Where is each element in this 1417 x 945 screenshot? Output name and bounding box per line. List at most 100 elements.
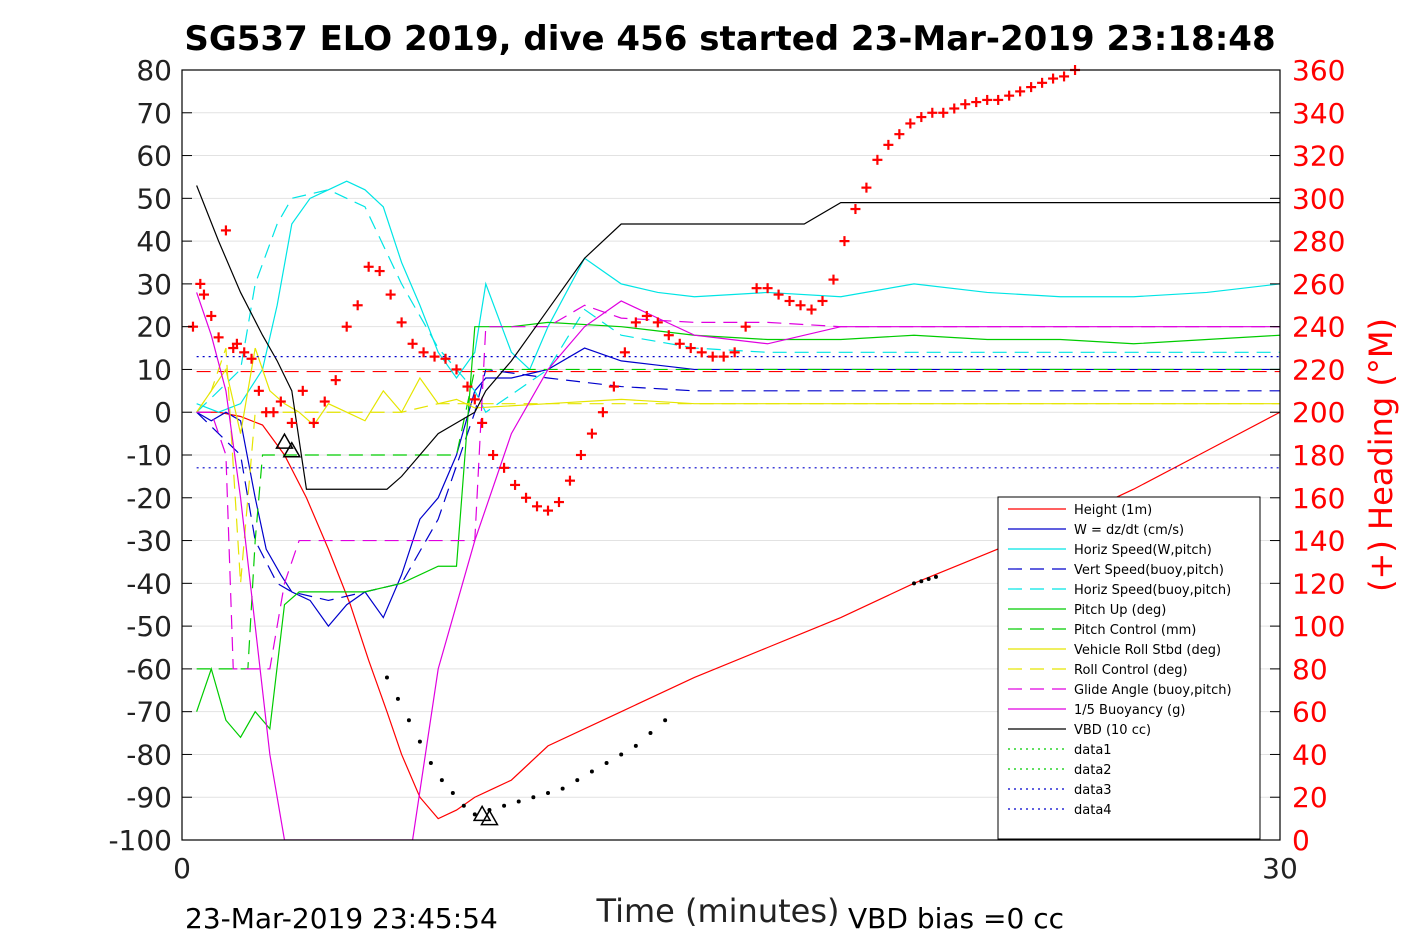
sample-dot xyxy=(531,795,536,800)
footer-timestamp: 23-Mar-2019 23:45:54 xyxy=(185,902,498,935)
heading-point xyxy=(619,347,630,358)
legend-entry: Height (1m) xyxy=(1074,503,1152,518)
heading-point xyxy=(532,501,543,512)
x-tick-label: 30 xyxy=(1262,852,1298,885)
heading-point xyxy=(440,353,451,364)
legend-entry: 1/5 Buoyancy (g) xyxy=(1074,703,1185,718)
legend-entry: Glide Angle (buoy,pitch) xyxy=(1074,683,1232,698)
sample-dot xyxy=(546,790,550,795)
y-right-tick-label: 20 xyxy=(1292,781,1328,814)
heading-point xyxy=(828,274,839,285)
y-right-tick-label: 220 xyxy=(1292,353,1345,386)
right-y-axis-label: (+) Heading (°M) xyxy=(1362,318,1400,592)
y-right-tick-label: 120 xyxy=(1292,567,1345,600)
sample-dot xyxy=(406,718,411,723)
heading-point xyxy=(319,396,330,407)
sample-dot xyxy=(417,739,422,744)
y-tick-label: 0 xyxy=(154,396,172,429)
heading-point xyxy=(696,347,707,358)
heading-point xyxy=(220,225,231,236)
sample-dot xyxy=(619,752,624,757)
legend: Height (1m) W = dz/dt (cm/s) Horiz Speed(W… xyxy=(997,496,1261,840)
y-right-tick-label: 320 xyxy=(1292,140,1345,173)
heading-point xyxy=(488,450,499,460)
right-y-ticks: 3603403203002802602402202001801601401201… xyxy=(1270,54,1345,857)
sample-dot xyxy=(633,743,638,748)
sample-dot xyxy=(502,803,507,808)
heading-point xyxy=(451,364,462,375)
y-tick-label: -50 xyxy=(126,610,172,643)
heading-point xyxy=(341,321,352,332)
heading-point xyxy=(477,417,488,428)
heading-point xyxy=(396,317,407,328)
sample-dot xyxy=(589,769,594,774)
heading-point xyxy=(982,94,993,105)
y-right-tick-label: 60 xyxy=(1292,696,1328,729)
y-tick-label: 20 xyxy=(136,311,172,344)
y-tick-label: -20 xyxy=(126,482,172,515)
legend-entry: data1 xyxy=(1074,743,1112,758)
sample-dot xyxy=(560,786,565,791)
sample-dot xyxy=(604,761,609,765)
x-ticks: 0 30 xyxy=(173,830,1298,885)
heading-point xyxy=(740,321,751,332)
legend-entry: Vehicle Roll Stbd (deg) xyxy=(1074,643,1221,658)
heading-point xyxy=(1037,77,1048,88)
heading-point xyxy=(308,417,319,428)
sample-dot xyxy=(450,790,455,795)
heading-point xyxy=(239,347,250,358)
sample-dot xyxy=(648,731,653,736)
heading-point xyxy=(462,381,473,392)
y-tick-label: 30 xyxy=(136,268,172,301)
heading-point xyxy=(407,338,418,349)
heading-point xyxy=(1015,86,1026,97)
heading-point xyxy=(905,118,916,129)
sample-dot xyxy=(516,799,521,804)
y-right-tick-label: 240 xyxy=(1292,311,1345,344)
heading-point xyxy=(374,266,385,277)
heading-point xyxy=(817,296,828,306)
heading-point xyxy=(352,300,363,311)
y-tick-label: 50 xyxy=(136,182,172,215)
y-right-tick-label: 180 xyxy=(1292,439,1345,472)
heading-point xyxy=(553,497,564,508)
sample-dot xyxy=(933,574,938,579)
y-tick-label: 70 xyxy=(136,97,172,130)
heading-point xyxy=(663,330,674,341)
heading-point xyxy=(1048,73,1059,84)
series-line-2 xyxy=(196,180,1280,413)
y-right-tick-label: 140 xyxy=(1292,525,1345,558)
y-right-tick-label: 280 xyxy=(1292,225,1345,258)
heading-point xyxy=(330,375,341,386)
heading-point xyxy=(729,347,740,358)
sample-dot xyxy=(461,803,466,808)
heading-point xyxy=(429,351,440,362)
heading-point xyxy=(418,347,429,358)
y-tick-label: 80 xyxy=(136,54,172,87)
legend-entry: VBD (10 cc) xyxy=(1074,723,1151,738)
legend-entry: Vert Speed(buoy,pitch) xyxy=(1074,563,1224,578)
heading-point xyxy=(894,129,905,140)
heading-point xyxy=(510,479,521,490)
series-layer xyxy=(196,180,1280,840)
heading-point xyxy=(872,154,883,165)
heading-point xyxy=(916,112,927,123)
series-line-11 xyxy=(196,185,1280,490)
heading-point xyxy=(586,428,597,439)
heading-point xyxy=(543,505,553,516)
y-tick-label: -60 xyxy=(126,653,172,686)
series-line-4 xyxy=(196,189,1280,414)
heading-point xyxy=(564,475,575,486)
heading-point xyxy=(1026,82,1037,93)
x-tick-label: 0 xyxy=(173,852,191,885)
heading-point xyxy=(971,97,982,108)
chart-title: SG537 ELO 2019, dive 456 started 23-Mar-… xyxy=(184,19,1275,59)
heading-point xyxy=(1004,90,1015,101)
y-right-tick-label: 160 xyxy=(1292,482,1345,515)
series-line-6 xyxy=(196,368,1280,670)
heading-point xyxy=(927,107,938,118)
heading-point xyxy=(773,289,784,300)
heading-point xyxy=(784,296,795,306)
y-right-tick-label: 100 xyxy=(1292,610,1345,643)
heading-point xyxy=(795,300,806,311)
